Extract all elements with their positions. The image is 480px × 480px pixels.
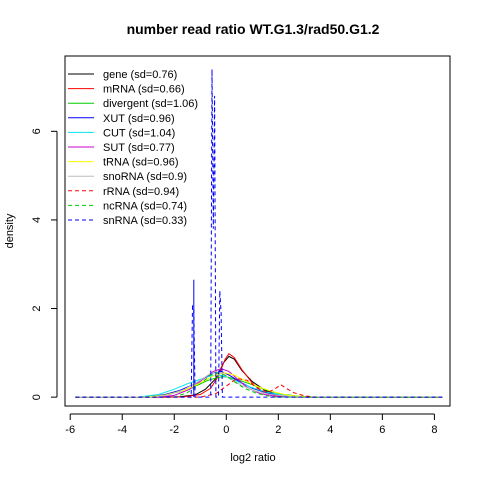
y-tick-label: 4 [31, 217, 43, 223]
x-tick-label: 6 [379, 424, 385, 436]
x-tick-label: 2 [275, 424, 281, 436]
x-tick-label: 8 [431, 424, 437, 436]
x-tick-label: 0 [223, 424, 229, 436]
legend-label-snorna: snoRNA (sd=0.9) [103, 171, 187, 183]
legend-label-rrna: rRNA (sd=0.94) [103, 186, 179, 198]
y-tick-label: 2 [31, 305, 43, 311]
x-axis-label: log2 ratio [230, 452, 275, 464]
x-tick-label: -6 [65, 424, 75, 436]
x-tick-label: -4 [117, 424, 127, 436]
legend-label-mrna: mRNA (sd=0.66) [103, 84, 185, 96]
legend-label-sut: SUT (sd=0.77) [103, 142, 175, 154]
legend-label-cut: CUT (sd=1.04) [103, 127, 175, 139]
plot-frame [64, 55, 451, 407]
x-tick-label: 4 [327, 424, 333, 436]
legend-label-trna: tRNA (sd=0.96) [103, 157, 179, 169]
y-axis-label: density [4, 213, 16, 248]
series-layer [75, 69, 443, 398]
series-line-rrna [75, 377, 443, 398]
series-line-sut [75, 368, 443, 398]
chart-title: number read ratio WT.G1.3/rad50.G1.2 [127, 21, 380, 37]
legend-label-snrna: snRNA (sd=0.33) [103, 215, 187, 227]
legend-label-ncrna: ncRNA (sd=0.74) [103, 200, 187, 212]
y-tick-label: 0 [31, 394, 43, 400]
legend-label-xut: XUT (sd=0.96) [103, 113, 175, 125]
y-tick-label: 6 [31, 128, 43, 134]
series-line-gene [75, 355, 443, 398]
legend: gene (sd=0.76) mRNA (sd=0.66) divergent (s… [68, 69, 198, 227]
series-line-snorna [75, 370, 443, 398]
series-line-trna [75, 372, 443, 398]
legend-label-divergent: divergent (sd=1.06) [103, 98, 198, 110]
series-line-snrna [75, 69, 443, 398]
legend-label-gene: gene (sd=0.76) [103, 69, 177, 81]
x-tick-label: -2 [169, 424, 179, 436]
x-axis: -6 -4 -2 0 2 4 6 8 [65, 413, 437, 436]
y-axis: 0 2 4 6 [31, 128, 58, 400]
series-line-ncrna [75, 372, 443, 398]
